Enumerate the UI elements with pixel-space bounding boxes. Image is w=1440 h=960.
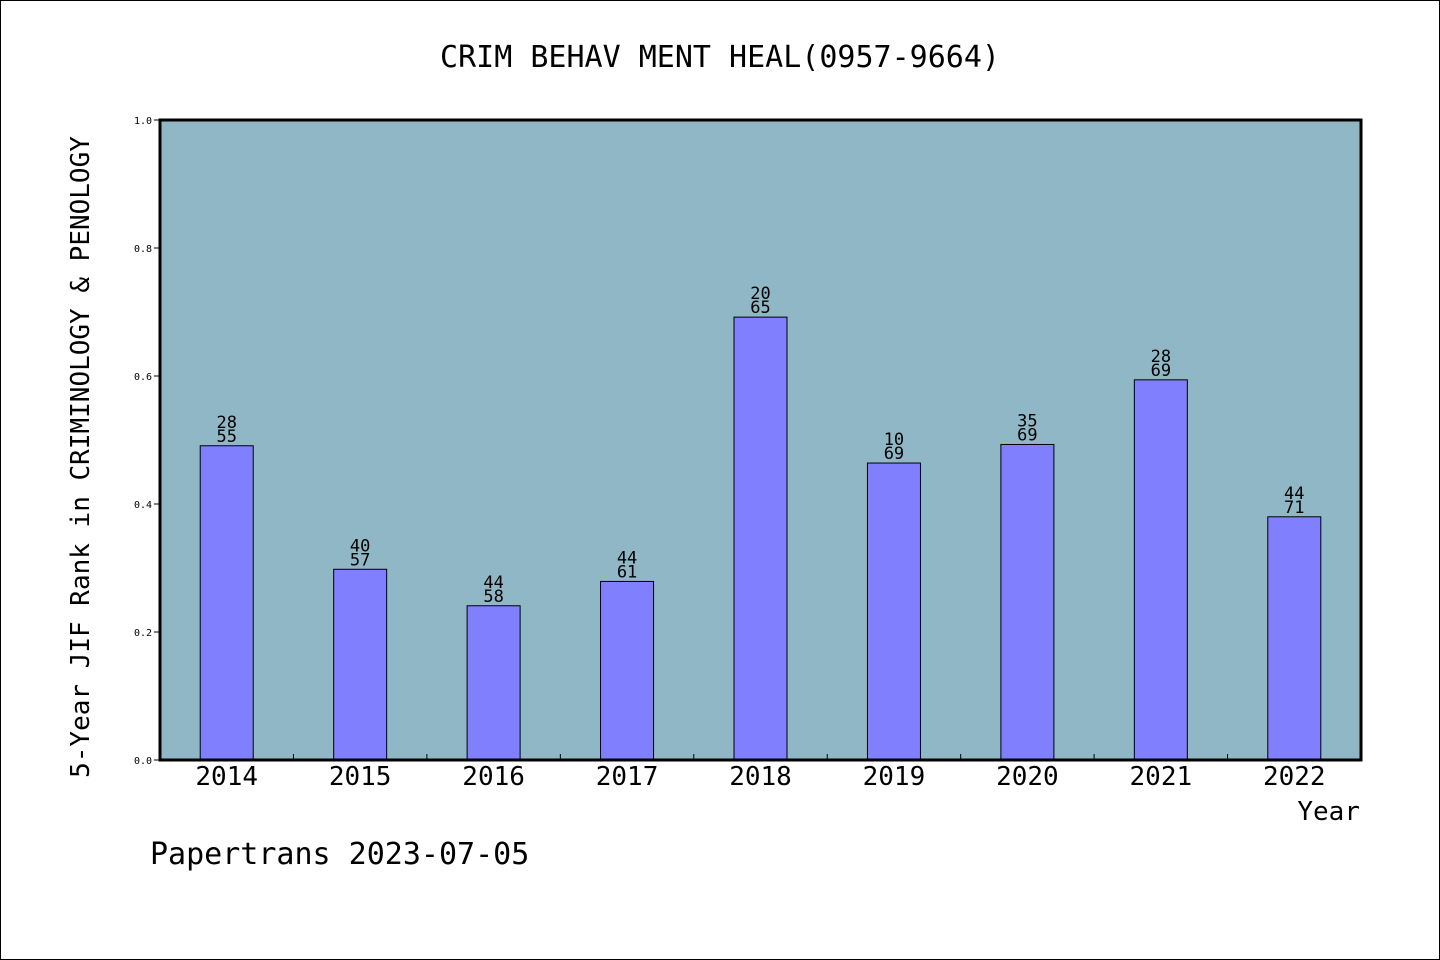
bar-rank-label: 40 [350, 536, 370, 556]
x-tick-label: 2022 [1263, 762, 1326, 792]
bar-2015 [333, 568, 388, 761]
bar-total-label: 58 [483, 587, 503, 607]
x-tick-label: 2018 [729, 762, 792, 792]
bar-2022 [1267, 516, 1322, 761]
x-tick-label: 2019 [863, 762, 926, 792]
y-axis-label: 5-Year JIF Rank in CRIMINOLOGY & PENOLOG… [66, 136, 96, 778]
bar-rank-label: 28 [1151, 347, 1171, 367]
x-tick-label: 2017 [596, 762, 659, 792]
bar-total-label: 69 [1017, 425, 1037, 445]
bar-total-label: 57 [350, 550, 370, 570]
y-tick-label: 0.2 [134, 628, 152, 639]
x-tick-label: 2015 [329, 762, 392, 792]
bar-2018 [733, 316, 788, 761]
plot-border [158, 118, 1363, 762]
footer-source-date: Papertrans 2023-07-05 [150, 837, 529, 872]
bar-rank-label: 44 [483, 573, 503, 593]
y-tick-label: 1.0 [134, 116, 152, 127]
bar-total-label: 69 [884, 444, 904, 464]
y-tick-label: 0.6 [134, 372, 152, 383]
bar-rank-label: 10 [884, 430, 904, 450]
x-tick-label: 2016 [462, 762, 525, 792]
x-axis-label: Year [1297, 797, 1360, 827]
bar-rank-label: 44 [1284, 484, 1304, 504]
bar-rank-label: 28 [216, 413, 236, 433]
bar-rank-label: 35 [1017, 411, 1037, 431]
x-tick-label: 2020 [996, 762, 1059, 792]
bar-2020 [1000, 443, 1055, 761]
bar-total-label: 69 [1151, 361, 1171, 381]
bars [199, 316, 1322, 761]
x-tick-label: 2021 [1130, 762, 1193, 792]
bar-2021 [1133, 379, 1188, 761]
x-axis-ticks: 2014 2015 2016 2017 2018 2019 2020 2021 2022 [195, 754, 1326, 792]
bar-2017 [600, 580, 655, 761]
bar-rank-label: 20 [750, 284, 770, 304]
bar-2016 [466, 605, 521, 761]
y-axis-ticks: 0.0 0.2 0.4 0.6 0.8 1.0 [134, 116, 160, 767]
bar-total-label: 65 [750, 298, 770, 318]
bar-total-label: 71 [1284, 498, 1304, 518]
y-tick-label: 0.8 [134, 244, 152, 255]
bar-rank-label: 44 [617, 548, 637, 568]
y-tick-label: 0.4 [134, 500, 152, 511]
bar-total-label: 55 [216, 427, 236, 447]
x-tick-label: 2014 [195, 762, 258, 792]
bar-2019 [866, 462, 921, 761]
chart-title: CRIM BEHAV MENT HEAL(0957-9664) [440, 40, 1000, 75]
y-tick-label: 0.0 [134, 756, 152, 767]
bar-total-label: 61 [617, 562, 637, 582]
bar-2014 [199, 445, 254, 761]
